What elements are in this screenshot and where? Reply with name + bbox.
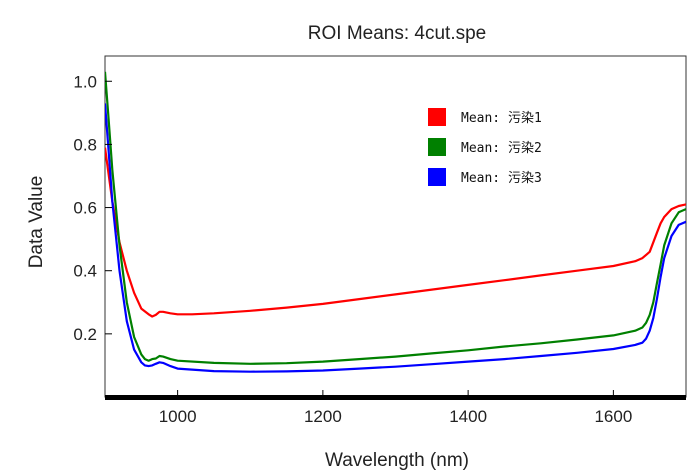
series-line-3 — [105, 103, 686, 373]
plot-frame — [104, 55, 687, 398]
legend-swatch-2 — [428, 138, 446, 156]
chart-title: ROI Means: 4cut.spe — [308, 23, 486, 44]
legend-label-2: Mean: 污染2 — [461, 141, 542, 156]
legend: Mean: 污染1 Mean: 污染2 Mean: 污染3 — [428, 108, 542, 186]
y-tick-label-0.4: 0.4 — [73, 262, 97, 281]
y-tick-label-0.2: 0.2 — [73, 325, 97, 344]
series-line-1 — [105, 147, 686, 318]
x-axis-label: Wavelength (nm) — [325, 450, 469, 471]
y-tick-label-0.6: 0.6 — [73, 199, 97, 218]
x-axis-bar — [105, 395, 686, 400]
y-axis-label: Data Value — [26, 176, 47, 269]
y-tick-label-1: 1.0 — [73, 72, 97, 91]
legend-label-1: Mean: 污染1 — [461, 111, 542, 126]
x-tick-label-1400: 1400 — [449, 407, 487, 426]
x-tick-label-1000: 1000 — [159, 407, 197, 426]
legend-label-3: Mean: 污染3 — [461, 171, 542, 186]
legend-swatch-1 — [428, 108, 446, 126]
plot-area: 1000 1200 1400 1600 0.2 0.4 0.6 0.8 1.0 — [73, 55, 687, 426]
x-tick-label-1600: 1600 — [594, 407, 632, 426]
x-tick-label-1200: 1200 — [304, 407, 342, 426]
y-tick-label-0.8: 0.8 — [73, 135, 97, 154]
series-line-2 — [105, 71, 686, 365]
legend-swatch-3 — [428, 168, 446, 186]
